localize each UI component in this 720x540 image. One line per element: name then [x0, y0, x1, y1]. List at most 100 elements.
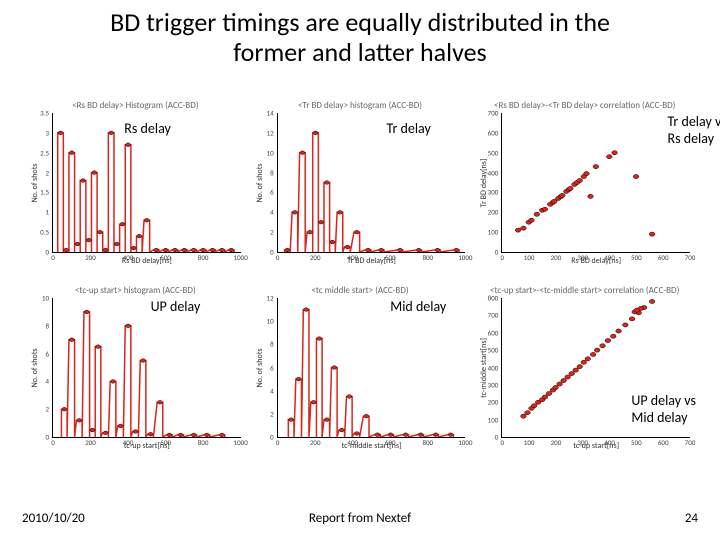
y-tick: 0: [45, 248, 49, 257]
chart-title: <tc-up start>-<tc-middle start> correlat…: [479, 285, 690, 296]
x-tick: 600: [385, 438, 396, 447]
y-tick: 300: [488, 380, 499, 389]
y-tick: 800: [488, 294, 499, 303]
x-tick: 0: [51, 253, 55, 262]
chart-title: <Tr BD delay> histogram (ACC-BD): [255, 100, 466, 111]
plot-area: No. of shotstc-middle start[ns]020040060…: [277, 298, 466, 438]
y-tick: 700: [488, 109, 499, 118]
x-tick: 700: [685, 438, 696, 447]
side-label: UP delay vs Mid delay: [631, 392, 696, 426]
x-tick: 500: [631, 253, 642, 262]
side-label-2: Mid delay: [631, 409, 687, 426]
overlay-label: Tr delay vsRs delay: [667, 113, 720, 147]
x-tick: 800: [198, 253, 209, 262]
x-tick: 700: [685, 253, 696, 262]
y-axis-label: No. of shots: [30, 348, 40, 387]
y-tick: 8: [270, 340, 274, 349]
x-tick: 1000: [458, 253, 472, 262]
y-axis-label: No. of shots: [255, 348, 265, 387]
overlay-label: Mid delay: [390, 298, 446, 315]
histogram-svg: [278, 113, 466, 252]
y-tick: 3.5: [40, 109, 49, 118]
footer-center: Report from Nextef: [309, 511, 411, 526]
plot-area: No. of shotsTr BD delay[ns]0200400600800…: [277, 113, 466, 253]
y-tick: 3: [45, 128, 49, 137]
y-axis-label: No. of shots: [30, 163, 40, 202]
x-tick: 0: [501, 253, 505, 262]
y-tick: 400: [488, 363, 499, 372]
y-tick: 6: [270, 188, 274, 197]
plot-area: No. of shotstc-up start[ns]0200400600800…: [52, 298, 241, 438]
x-tick: 1000: [458, 438, 472, 447]
overlay-label: UP delay: [151, 298, 201, 315]
title-line2: former and latter halves: [233, 36, 486, 68]
histogram-svg: [53, 298, 241, 437]
y-tick: 600: [488, 128, 499, 137]
x-tick: 200: [551, 253, 562, 262]
y-tick: 12: [267, 294, 274, 303]
y-tick: 100: [488, 415, 499, 424]
y-tick: 4: [270, 208, 274, 217]
x-tick: 400: [604, 438, 615, 447]
x-tick: 600: [160, 438, 171, 447]
footer-date: 2010/10/20: [22, 511, 85, 526]
x-tick: 400: [347, 253, 358, 262]
y-tick: 2.5: [40, 148, 49, 157]
x-tick: 0: [501, 438, 505, 447]
x-tick: 100: [524, 438, 535, 447]
overlay-label: Tr delay: [387, 120, 431, 137]
y-tick: 0.5: [40, 228, 49, 237]
x-tick: 200: [85, 438, 96, 447]
overlay-label: Rs delay: [124, 120, 171, 137]
y-tick: 1.5: [40, 188, 49, 197]
chart-panel-rs: <Rs BD delay> Histogram (ACC-BD) No. of s…: [30, 100, 241, 275]
y-tick: 600: [488, 328, 499, 337]
y-tick: 0: [495, 433, 499, 442]
x-tick: 400: [123, 253, 134, 262]
chart-title: <tc middle start> (ACC-BD): [255, 285, 466, 296]
y-tick: 0: [270, 433, 274, 442]
y-tick: 200: [488, 208, 499, 217]
y-tick: 12: [267, 128, 274, 137]
chart-title: <Rs BD delay> Histogram (ACC-BD): [30, 100, 241, 111]
chart-panel-tr: <Tr BD delay> histogram (ACC-BD) No. of s…: [255, 100, 466, 275]
x-tick: 200: [551, 438, 562, 447]
y-tick: 100: [488, 228, 499, 237]
y-tick: 10: [42, 294, 49, 303]
y-tick: 6: [270, 363, 274, 372]
y-tick: 8: [270, 168, 274, 177]
x-tick: 300: [577, 438, 588, 447]
y-tick: 1: [45, 208, 49, 217]
x-tick: 600: [160, 253, 171, 262]
x-tick: 600: [658, 253, 669, 262]
y-axis-label: Tr BD delay[ns]: [479, 158, 489, 207]
x-tick: 200: [85, 253, 96, 262]
x-tick: 500: [631, 438, 642, 447]
title-line1: BD trigger timings are equally distribut…: [110, 6, 610, 38]
histogram-svg: [278, 298, 466, 437]
slide-title: BD trigger timings are equally distribut…: [0, 0, 720, 72]
y-tick: 14: [267, 109, 274, 118]
chart-panel-tr_vs_rs: <Rs BD delay>-<Tr BD delay> correlation …: [479, 100, 690, 275]
plot-area: Tr BD delay[ns]Rs BD delay[ns]0100200300…: [501, 113, 690, 253]
y-tick: 2: [45, 168, 49, 177]
plot-area: No. of shotsRs BD delay[ns]0200400600800…: [52, 113, 241, 253]
x-tick: 300: [577, 253, 588, 262]
x-tick: 600: [658, 438, 669, 447]
y-tick: 500: [488, 346, 499, 355]
y-tick: 0: [270, 248, 274, 257]
y-axis-label: No. of shots: [255, 163, 265, 202]
chart-panel-mid: <tc middle start> (ACC-BD) No. of shotstc…: [255, 285, 466, 460]
x-tick: 800: [198, 438, 209, 447]
y-tick: 2: [270, 409, 274, 418]
x-tick: 600: [385, 253, 396, 262]
y-tick: 500: [488, 148, 499, 157]
x-tick: 200: [310, 438, 321, 447]
x-tick: 400: [123, 438, 134, 447]
footer-page: 24: [685, 511, 698, 526]
x-tick: 800: [422, 253, 433, 262]
x-tick: 0: [276, 438, 280, 447]
y-tick: 2: [270, 228, 274, 237]
side-label-1: UP delay vs: [631, 392, 696, 409]
y-tick: 200: [488, 398, 499, 407]
